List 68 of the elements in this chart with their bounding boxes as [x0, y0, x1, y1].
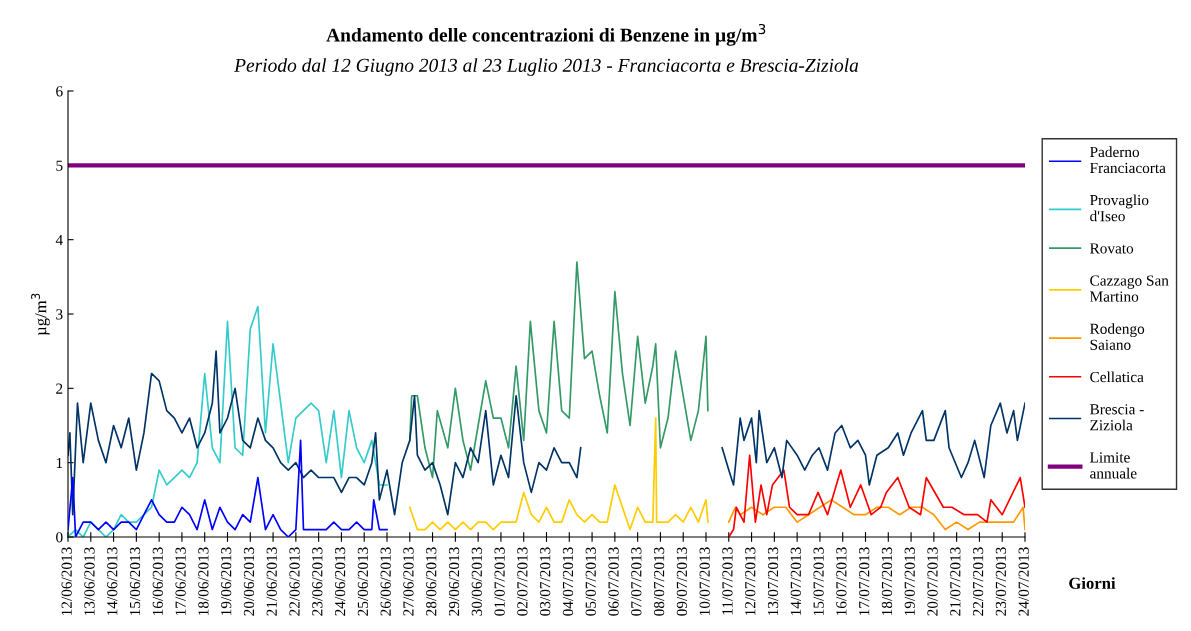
x-tick-label: 21/06/2013: [266, 547, 277, 616]
x-tick-label: 10/07/2013: [699, 547, 710, 615]
x-tick-label: 17/06/2013: [175, 547, 186, 615]
x-tick-label: 07/07/2013: [631, 547, 642, 616]
x-tick-label: 28/06/2013: [426, 547, 437, 616]
legend-label: Rodengo Saiano: [1090, 323, 1145, 350]
x-tick-label: 16/07/2013: [836, 547, 847, 615]
x-tick-label: 20/06/2013: [243, 547, 255, 616]
y-tick-label: 5: [56, 160, 63, 171]
x-tick-label: 27/06/2013: [403, 547, 414, 616]
x-tick-label: 23/07/2013: [995, 547, 1007, 616]
x-tick-label: 13/07/2013: [767, 547, 779, 615]
x-tick-label: 29/06/2013: [448, 547, 460, 616]
x-tick-label: 11/07/2013: [722, 547, 733, 615]
x-tick-label: 04/07/2013: [562, 547, 574, 616]
legend-label: Limite annuale: [1090, 452, 1137, 479]
chart-title: Andamento delle concentrazioni di Benzene in µg/m$^{3}$: [326, 23, 766, 46]
x-tick-label: 24/06/2013: [334, 547, 346, 616]
legend-label: Cazzago San Martino: [1090, 275, 1169, 302]
line-series: [68, 439, 388, 537]
x-tick-label: 21/07/2013: [950, 547, 961, 616]
x-tick-label: 17/07/2013: [859, 547, 870, 615]
x-tick-label: 18/06/2013: [198, 547, 209, 615]
x-tick-label: 18/07/2013: [881, 547, 893, 615]
line-series: [727, 454, 1025, 537]
x-tick-label: 22/06/2013: [289, 547, 300, 616]
x-tick-label: 05/07/2013: [585, 547, 596, 616]
x-tick-label: 14/06/2013: [107, 547, 118, 615]
x-tick-label: 06/07/2013: [608, 547, 619, 616]
y-tick-label: 6: [56, 86, 63, 97]
x-axis-title: Giorni: [1069, 577, 1116, 589]
x-tick-label: 26/06/2013: [380, 547, 391, 616]
line-series: [68, 305, 388, 537]
y-tick-label: 1: [56, 457, 63, 468]
x-tick-label: 09/07/2013: [676, 547, 688, 616]
line-series: [408, 417, 709, 531]
x-tick-label: 23/06/2013: [312, 547, 323, 616]
line-series: [408, 261, 709, 479]
legend-label: Brescia - Ziziola: [1090, 404, 1144, 431]
legend-label: Cellatica: [1090, 371, 1144, 383]
x-tick-label: 22/07/2013: [972, 547, 984, 616]
x-tick-label: 02/07/2013: [517, 547, 528, 616]
x-tick-label: 16/06/2013: [152, 547, 163, 615]
chart-subtitle: Periodo dal 12 Giugno 2013 al 23 Luglio 2013 - Franciacorta e Brescia-Ziziola: [234, 58, 859, 76]
x-tick-label: 12/06/2013: [61, 547, 72, 615]
x-tick-label: 24/07/2013: [1018, 547, 1029, 616]
line-series: [727, 498, 1025, 531]
x-tick-label: 13/06/2013: [84, 547, 95, 615]
y-tick-label: 3: [56, 309, 63, 320]
x-tick-label: 12/07/2013: [745, 547, 756, 615]
legend-label: Paderno Franciacorta: [1090, 146, 1166, 174]
x-tick-label: 14/07/2013: [790, 547, 801, 615]
x-tick-label: 25/06/2013: [357, 547, 369, 616]
y-axis-title: µg/m$^{3}$: [31, 293, 50, 336]
legend-label: Provaglio d'Iseo: [1090, 194, 1149, 222]
y-tick-label: 4: [55, 234, 63, 245]
x-tick-label: 01/07/2013: [494, 547, 505, 616]
x-tick-label: 20/07/2013: [927, 547, 938, 616]
x-tick-label: 15/07/2013: [813, 547, 824, 615]
y-tick-label: 2: [56, 383, 63, 394]
x-tick-label: 08/07/2013: [653, 547, 665, 616]
x-tick-label: 03/07/2013: [540, 547, 551, 616]
legend-label: Rovato: [1090, 243, 1134, 254]
y-tick-label: 0: [56, 532, 63, 543]
x-tick-label: 19/07/2013: [904, 547, 915, 615]
x-tick-label: 19/06/2013: [221, 547, 232, 615]
x-tick-label: 15/06/2013: [129, 547, 141, 615]
x-tick-label: 30/06/2013: [471, 547, 482, 616]
